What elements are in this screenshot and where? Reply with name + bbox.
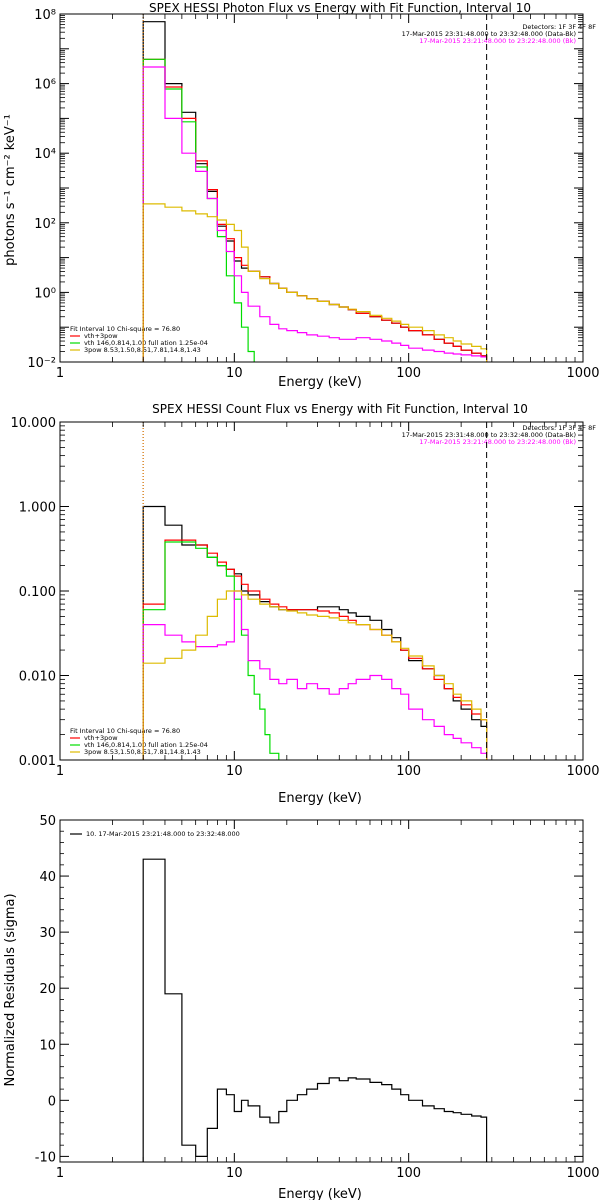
count-flux-panel: SPEX HESSI Count Flux vs Energy with Fit… <box>11 402 600 806</box>
y-tick-label: 50 <box>39 814 56 829</box>
y-tick-label: 0 <box>48 1094 56 1109</box>
y-tick-label: 10⁻² <box>27 356 56 371</box>
plot-frame <box>59 421 584 761</box>
count-flux-fit-info: Fit Interval 10 Chi-square = 76.80 <box>70 727 180 735</box>
x-tick-label: 1 <box>56 764 64 779</box>
y-tick-label: 10⁶ <box>34 78 56 93</box>
x-tick-label: 1000 <box>566 764 599 779</box>
legend-label-3pow: 3pow 8.53,1.50,8.51,7.81,14.8,1.43 <box>84 748 201 756</box>
photon-flux-detectors: Detectors: 1F 3F 4F 8F <box>522 23 596 31</box>
photon-flux-panel: SPEX HESSI Photon Flux vs Energy with Fi… <box>3 1 600 390</box>
x-tick-label: 1000 <box>566 1166 599 1181</box>
series-3-step-line <box>142 590 488 760</box>
count-flux-detectors: Detectors: 1F 3F 4F 8F <box>522 424 596 432</box>
legend-label-vth: vth 146,0.814,1.00 full ation 1.25e-04 <box>84 339 208 347</box>
legend-label-residual: 10. 17-Mar-2015 23:21:48.000 to 23:32:48… <box>86 830 240 838</box>
x-tick-label: 1000 <box>566 366 599 381</box>
x-tick-label: 100 <box>396 764 421 779</box>
series-0-step-line <box>142 858 488 1162</box>
y-tick-label: 0.100 <box>19 585 56 600</box>
y-tick-label: -10 <box>35 1150 56 1165</box>
y-tick-label: 0.001 <box>19 754 56 769</box>
photon-flux-ylabel: photons s⁻¹ cm⁻² keV⁻¹ <box>3 114 18 266</box>
photon-flux-legend: vth+3pow vth 146,0.814,1.00 full ation 1… <box>70 332 208 354</box>
y-tick-label: 1.000 <box>19 501 56 516</box>
legend-label-vth: vth 146,0.814,1.00 full ation 1.25e-04 <box>84 741 208 749</box>
photon-flux-interval-bk: 17-Mar-2015 23:21:48.000 to 23:22:48.000… <box>419 37 576 45</box>
y-tick-label: 10.000 <box>11 416 57 431</box>
series-0-step-line <box>142 505 488 760</box>
photon-flux-interval-data: 17-Mar-2015 23:31:48.000 to 23:32:48.000… <box>402 30 576 38</box>
legend-label-3pow: 3pow 8.53,1.50,8.51,7.81,14.8,1.43 <box>84 346 201 354</box>
series-0-step-line <box>142 21 488 362</box>
residuals-xlabel: Energy (keV) <box>278 1187 362 1200</box>
series-4-step-line <box>142 590 488 760</box>
y-tick-label: 10⁸ <box>34 8 56 23</box>
y-tick-label: 0.010 <box>19 670 56 685</box>
x-tick-label: 100 <box>396 1166 421 1181</box>
residuals-panel: Energy (keV) Normalized Residuals (sigma… <box>3 814 600 1200</box>
count-flux-xlabel: Energy (keV) <box>278 791 362 806</box>
count-flux-interval-data: 17-Mar-2015 23:31:48.000 to 23:32:48.000… <box>402 431 576 439</box>
x-tick-label: 10 <box>226 1166 243 1181</box>
y-tick-label: 20 <box>39 982 56 997</box>
residuals-legend: 10. 17-Mar-2015 23:21:48.000 to 23:32:48… <box>70 830 240 838</box>
x-tick-label: 100 <box>396 366 421 381</box>
plot-frame <box>59 13 584 363</box>
y-tick-label: 40 <box>39 870 56 885</box>
plot-frame <box>59 819 584 1163</box>
photon-flux-fit-info: Fit Interval 10 Chi-square = 76.80 <box>70 325 180 333</box>
count-flux-title: SPEX HESSI Count Flux vs Energy with Fit… <box>152 402 528 416</box>
legend-label-vth-3pow: vth+3pow <box>84 734 118 742</box>
photon-flux-title: SPEX HESSI Photon Flux vs Energy with Fi… <box>149 1 531 15</box>
x-tick-label: 1 <box>56 366 64 381</box>
x-tick-label: 1 <box>56 1166 64 1181</box>
count-flux-interval-bk: 17-Mar-2015 23:21:48.000 to 23:22:48.000… <box>419 438 576 446</box>
y-tick-label: 10 <box>39 1038 56 1053</box>
series-2-step-line <box>142 58 255 362</box>
y-tick-label: 10² <box>34 217 56 232</box>
y-tick-label: 10⁴ <box>34 147 56 162</box>
x-tick-label: 10 <box>226 764 243 779</box>
legend-label-vth-3pow: vth+3pow <box>84 332 118 340</box>
residuals-ylabel: Normalized Residuals (sigma) <box>3 893 18 1086</box>
y-tick-label: 30 <box>39 926 56 941</box>
series-4-step-line <box>142 203 488 362</box>
series-3-step-line <box>142 66 488 362</box>
y-tick-label: 10⁰ <box>34 286 56 301</box>
x-tick-label: 10 <box>226 366 243 381</box>
count-flux-legend: vth+3pow vth 146,0.814,1.00 full ation 1… <box>70 734 208 756</box>
photon-flux-xlabel: Energy (keV) <box>278 375 362 390</box>
